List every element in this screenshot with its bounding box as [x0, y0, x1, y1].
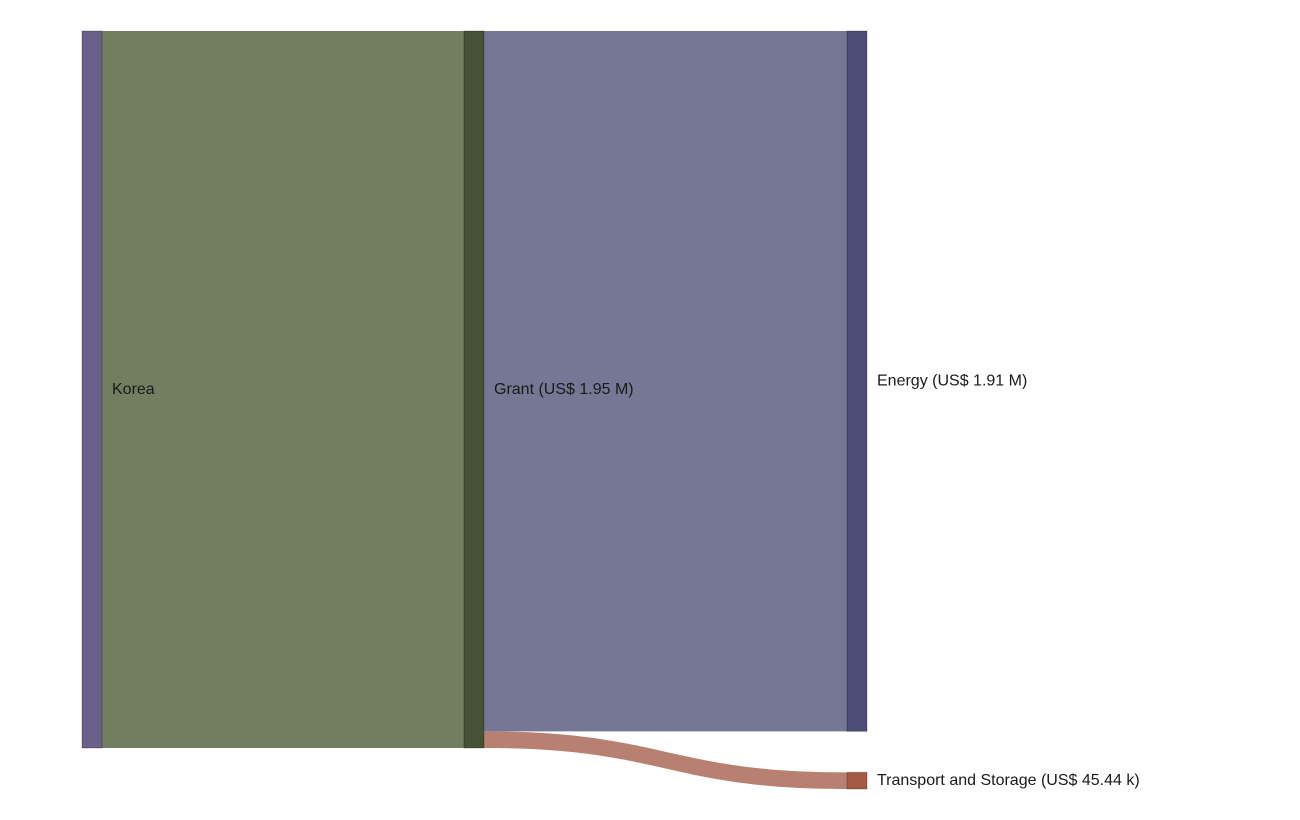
- sankey-links: [102, 31, 847, 789]
- link-korea-to-grant[interactable]: [102, 31, 464, 748]
- link-grant-to-transport[interactable]: [484, 731, 847, 789]
- node-label-transport: Transport and Storage (US$ 45.44 k): [877, 772, 1140, 789]
- node-korea[interactable]: [81, 30, 103, 749]
- node-grant[interactable]: [463, 30, 485, 749]
- node-energy[interactable]: [846, 30, 868, 732]
- sankey-labels: Korea Grant (US$ 1.95 M) Energy (US$ 1.91 …: [112, 373, 1140, 789]
- node-label-energy: Energy (US$ 1.91 M): [877, 373, 1027, 390]
- node-transport[interactable]: [846, 771, 868, 790]
- node-label-korea: Korea: [112, 381, 155, 398]
- node-label-grant: Grant (US$ 1.95 M): [494, 381, 634, 398]
- sankey-nodes: [81, 30, 868, 790]
- link-grant-to-energy[interactable]: [484, 31, 847, 732]
